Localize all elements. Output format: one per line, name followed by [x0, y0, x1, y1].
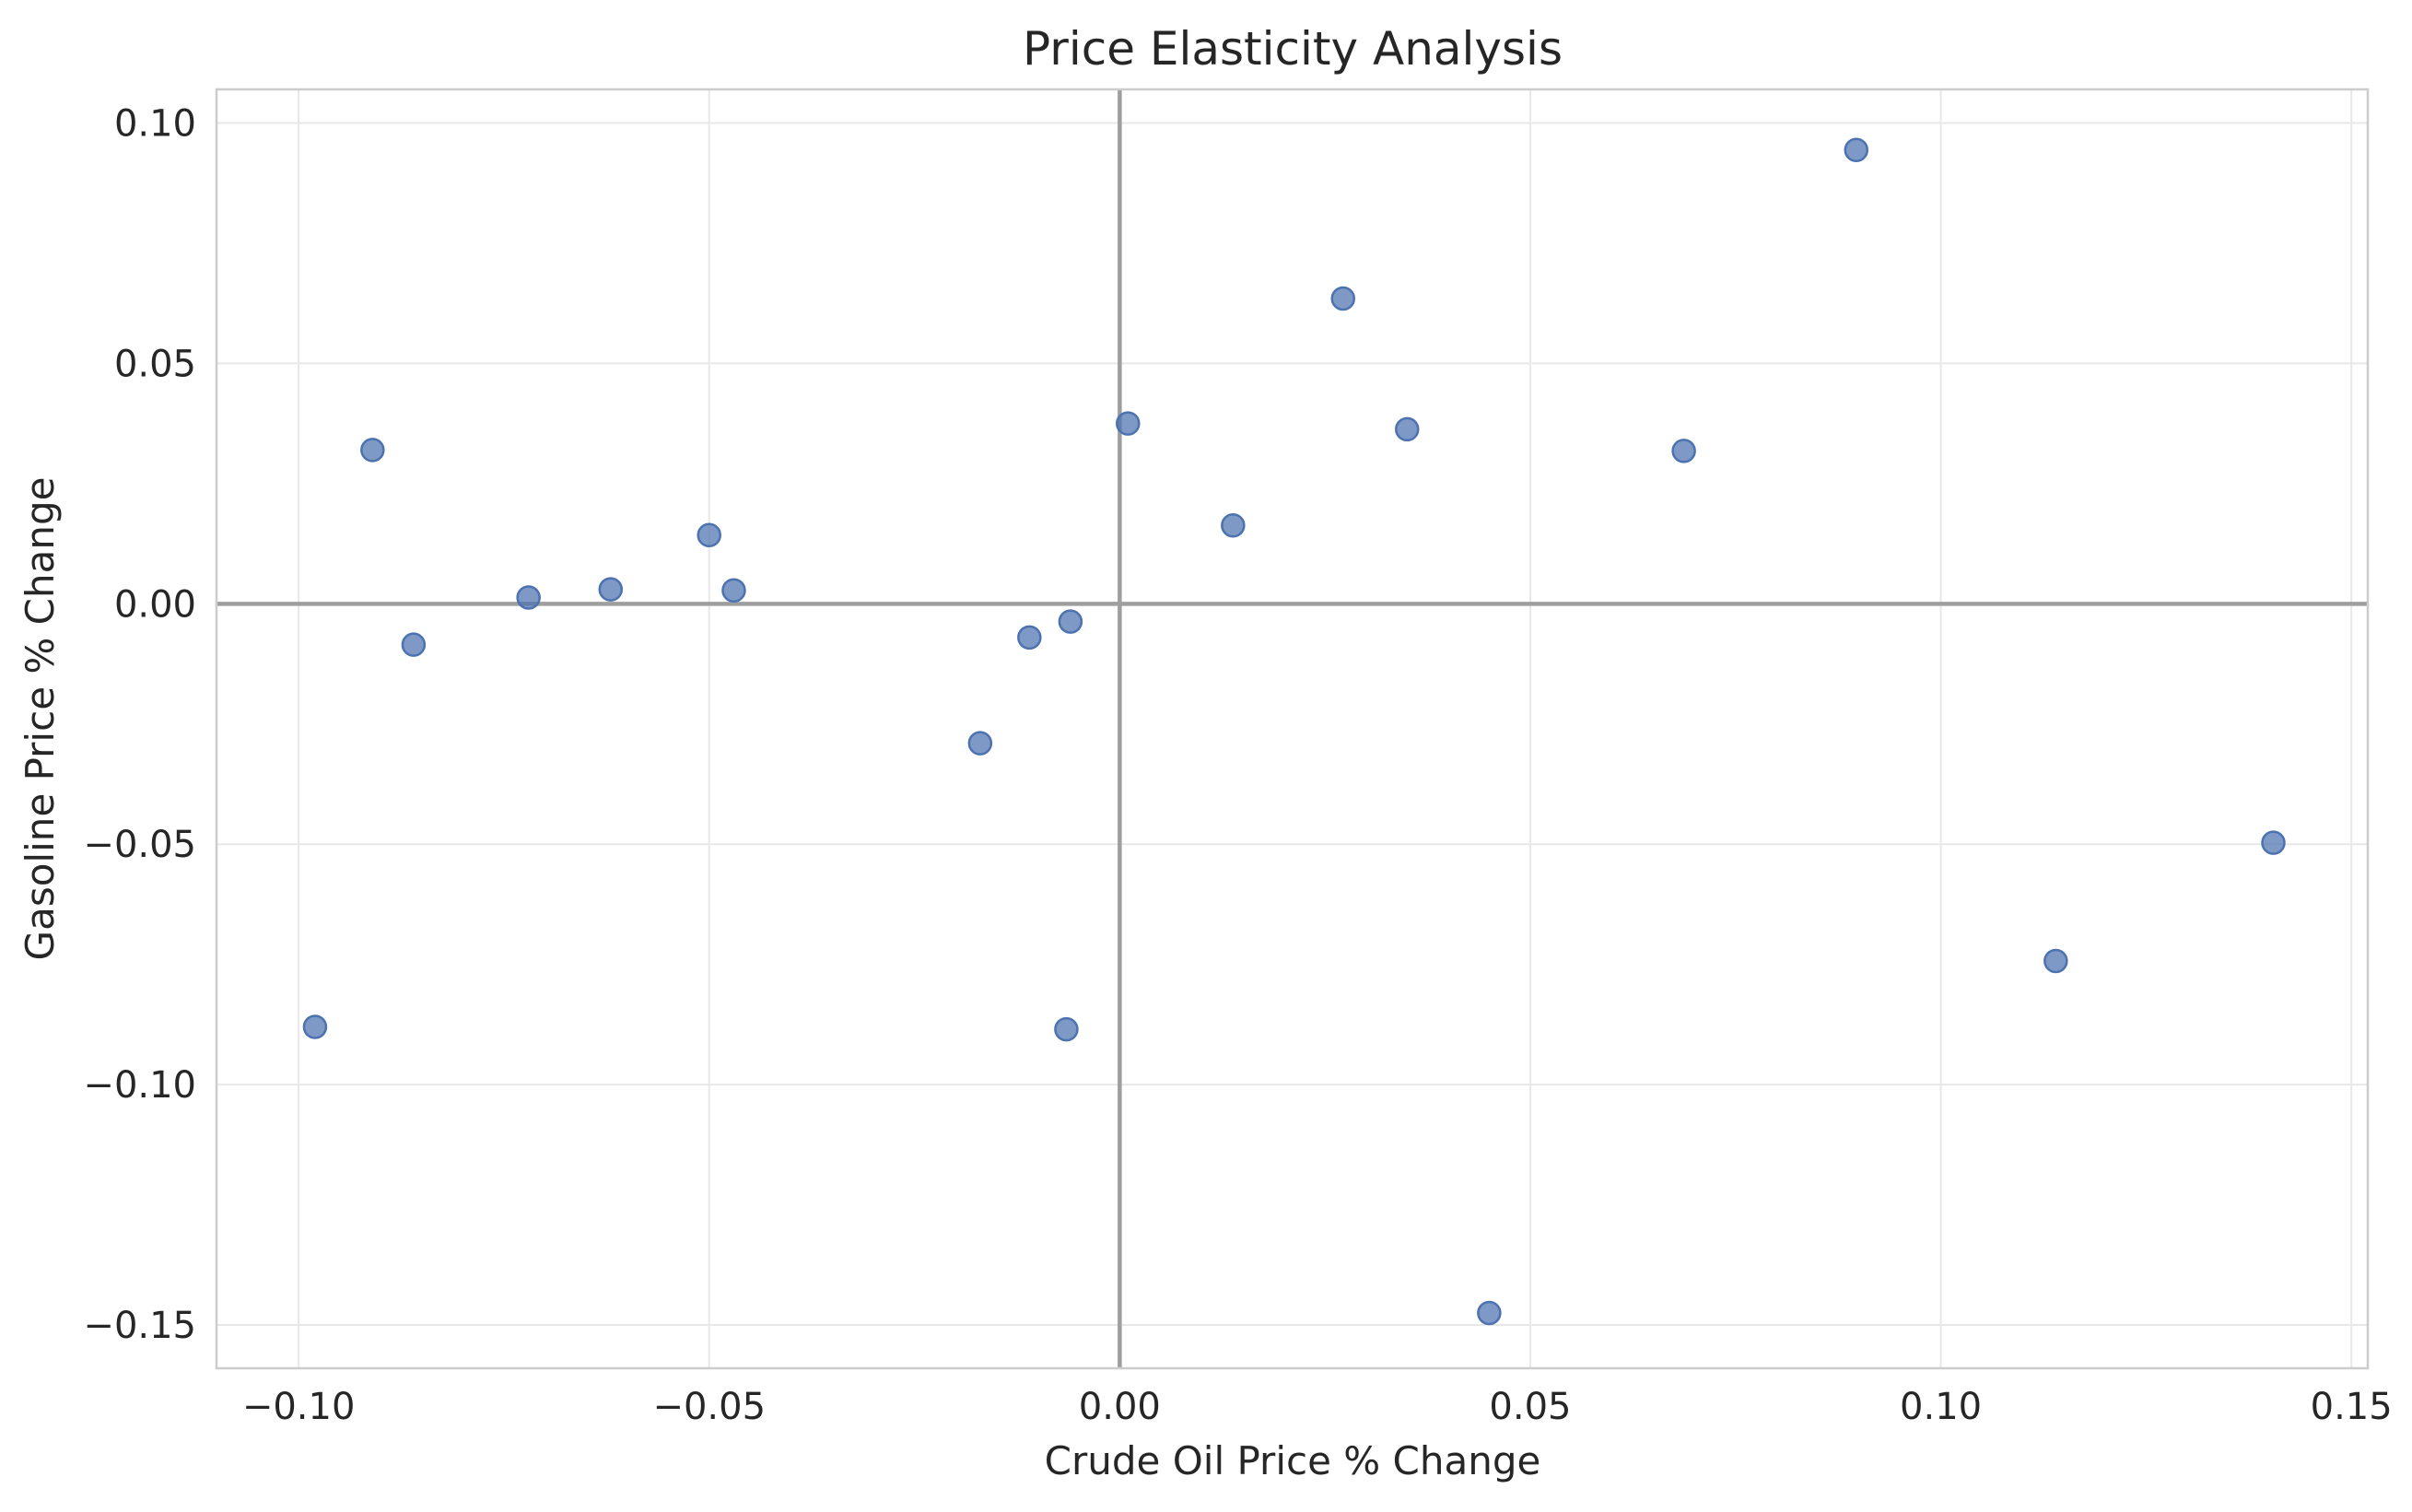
x-tick-label: 0.05	[1489, 1386, 1571, 1428]
scatter-point	[360, 438, 385, 463]
y-tick-label: −0.10	[83, 1064, 196, 1107]
x-axis-ticks: −0.10 −0.05 0.00 0.05 0.10 0.15	[242, 1386, 2393, 1428]
scatter-point	[1330, 286, 1356, 311]
x-tick-label: 0.00	[1079, 1386, 1161, 1428]
scatter-point	[1221, 513, 1246, 538]
y-axis-ticks: −0.15 −0.10 −0.05 0.00 0.05 0.10	[83, 103, 196, 1348]
y-tick-label: 0.10	[114, 103, 196, 146]
y-axis-label: Gasoline Price % Change	[18, 477, 63, 961]
plot-frame	[215, 88, 2370, 1370]
scatter-point	[1054, 1016, 1079, 1042]
y-tick-label: 0.00	[114, 583, 196, 626]
scatter-point	[1116, 411, 1141, 436]
scatter-point	[697, 522, 721, 547]
x-axis-label: Crude Oil Price % Change	[1045, 1438, 1541, 1483]
scatter-point	[1844, 137, 1869, 162]
x-tick-label: −0.05	[652, 1386, 766, 1428]
x-tick-label: 0.15	[2311, 1386, 2393, 1428]
scatter-point	[516, 585, 541, 610]
scatter-point	[401, 632, 427, 657]
data-points	[302, 137, 2286, 1326]
scatter-point	[1477, 1300, 1502, 1326]
reference-lines	[217, 89, 2368, 1368]
scatter-point	[721, 578, 746, 603]
scatter-point	[1017, 625, 1042, 651]
x-tick-label: −0.10	[242, 1386, 356, 1428]
x-tick-label: 0.10	[1900, 1386, 1982, 1428]
scatter-point	[1395, 416, 1420, 442]
y-tick-label: −0.15	[83, 1305, 196, 1347]
y-tick-label: −0.05	[83, 824, 196, 866]
scatter-point	[2043, 948, 2068, 974]
scatter-point	[302, 1014, 328, 1039]
y-tick-label: 0.05	[114, 343, 196, 385]
chart-title: Price Elasticity Analysis	[1023, 22, 1563, 76]
scatter-point	[967, 731, 993, 756]
scatter-point	[2261, 830, 2286, 855]
scatter-point	[598, 577, 624, 602]
scatter-point	[1058, 609, 1083, 634]
scatter-point	[1671, 439, 1696, 463]
